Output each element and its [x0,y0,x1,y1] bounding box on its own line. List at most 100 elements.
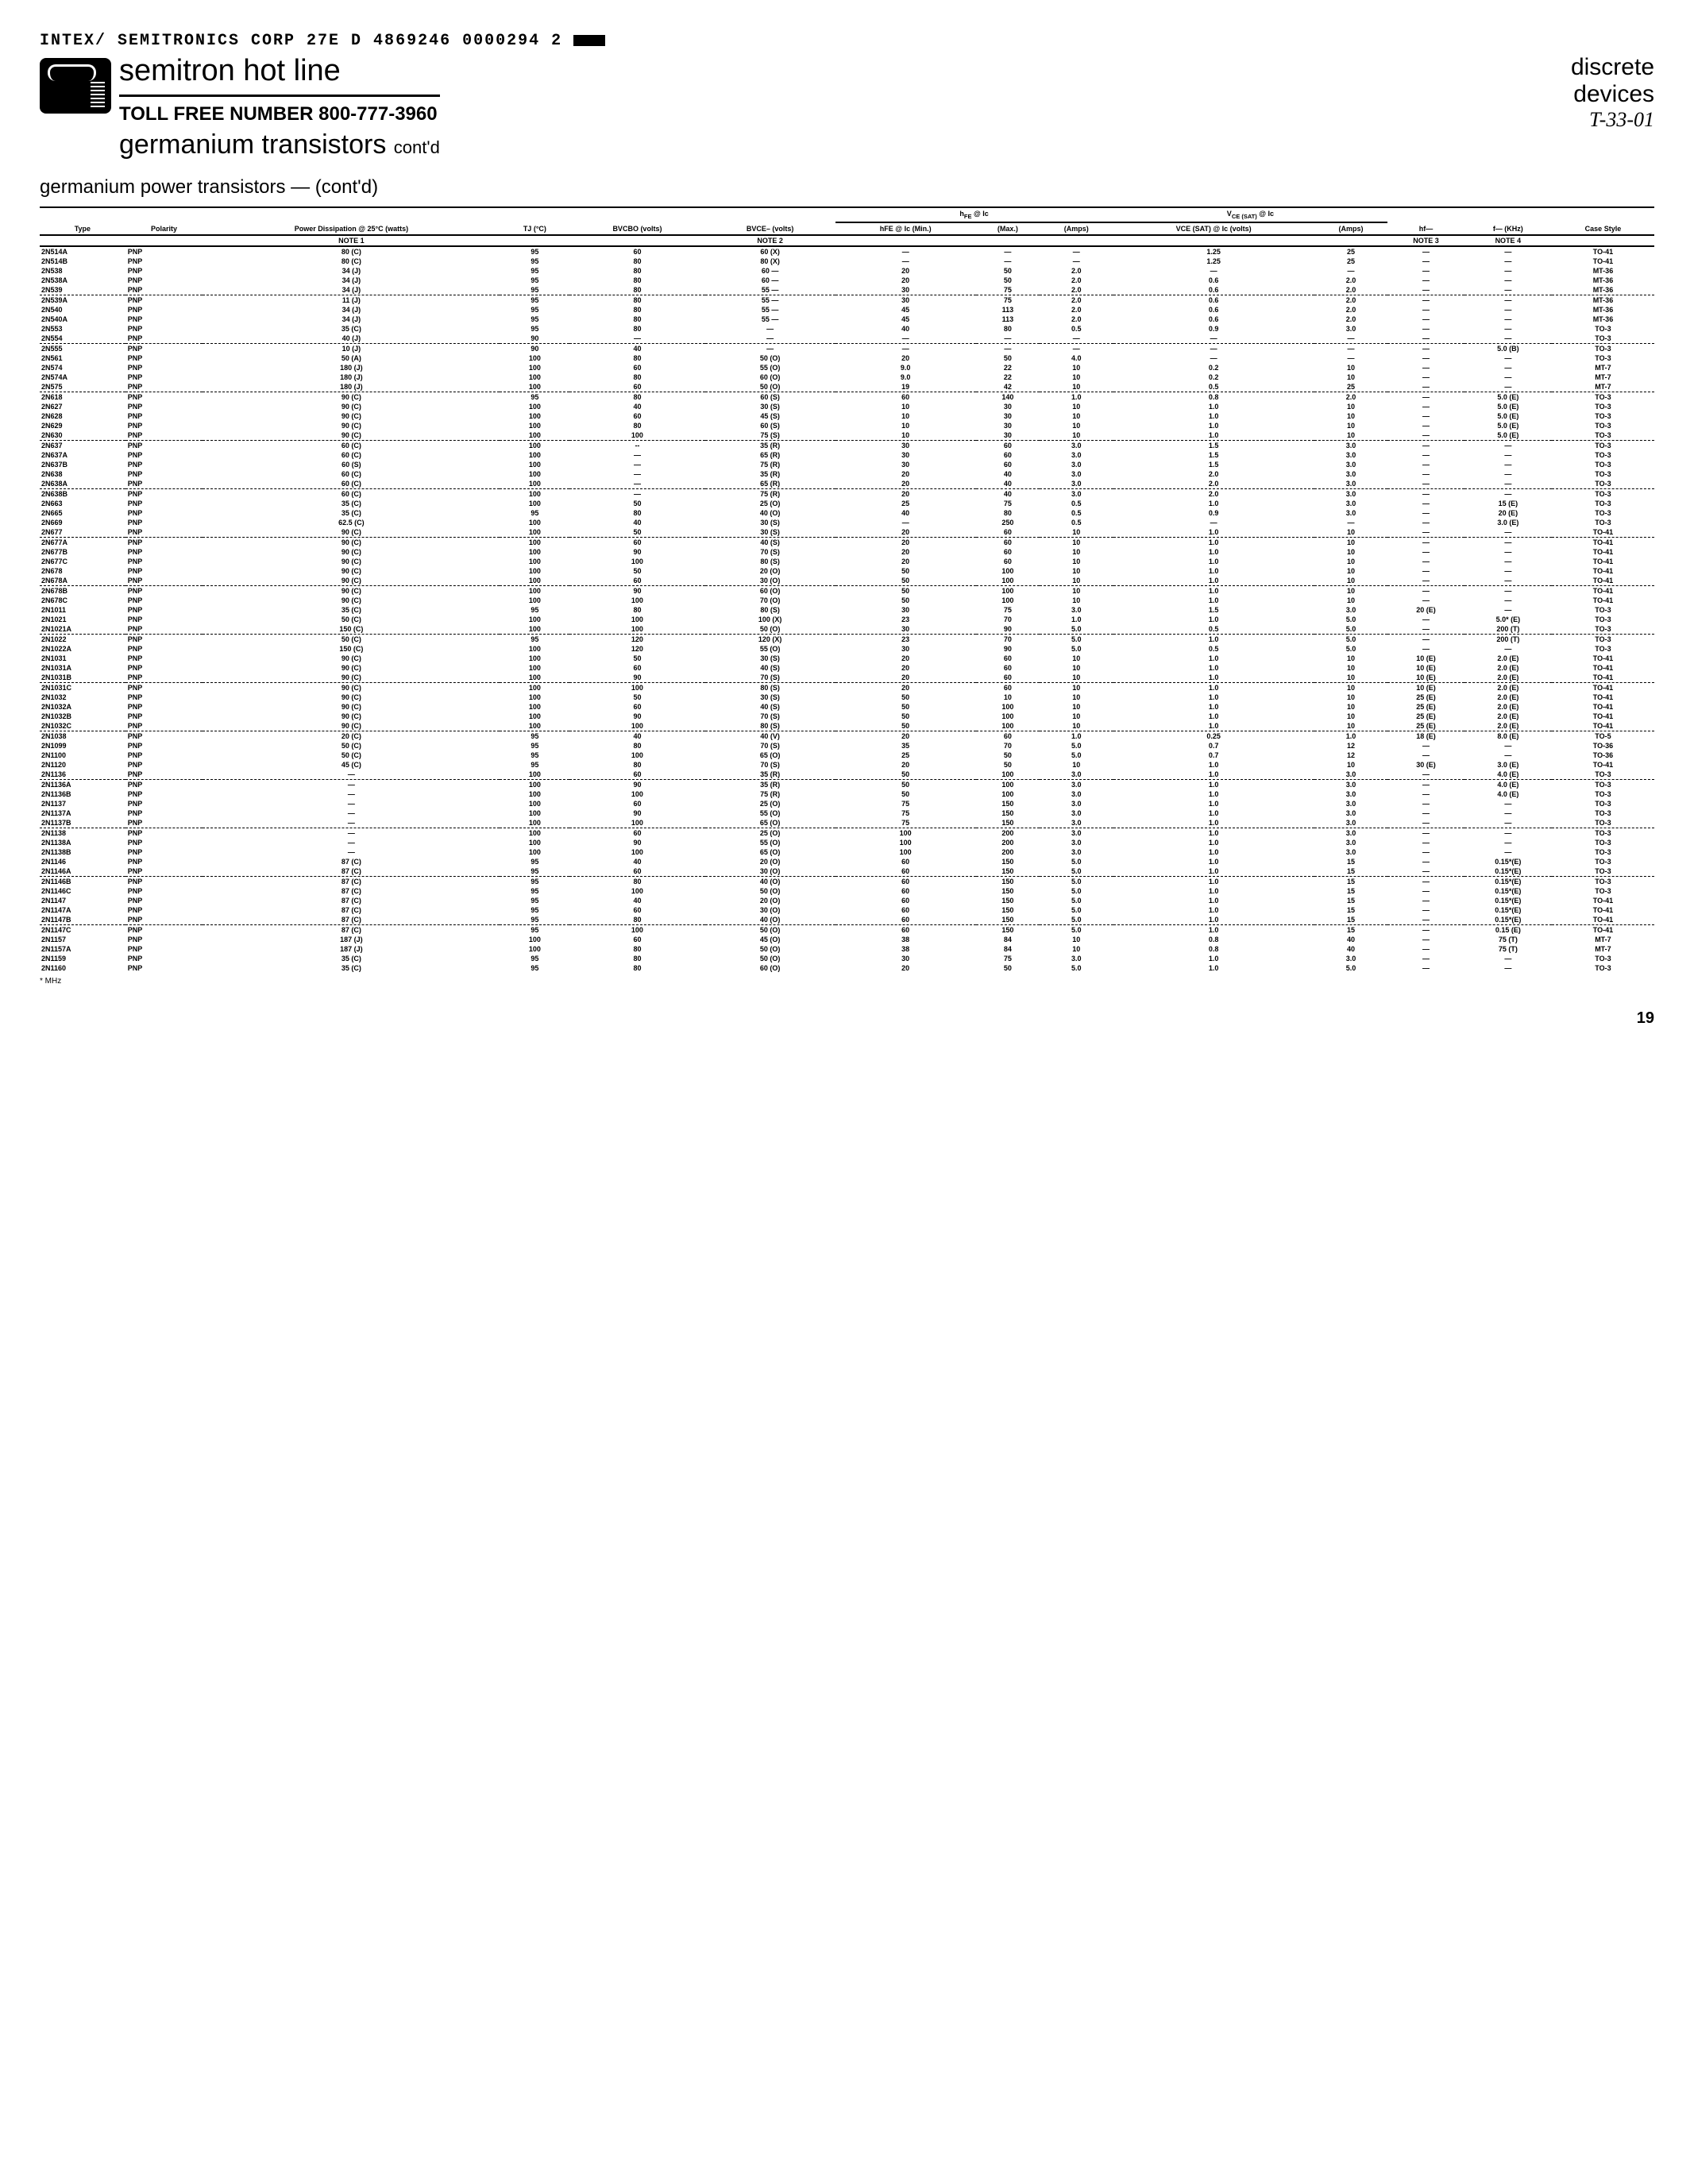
cell: 60 (S) [705,421,835,430]
cell: 87 (C) [203,857,500,866]
cell: 35 (R) [705,770,835,780]
cell: 5.0 (B) [1464,343,1552,353]
cell: — [1464,954,1552,963]
cell: 90 [569,779,704,789]
cell: 55 — [705,305,835,314]
cell: — [1387,818,1464,828]
cell: — [1387,392,1464,402]
cell: 100 [569,430,704,441]
cell: 55 (O) [705,838,835,847]
table-row: 2N1147CPNP87 (C)9510050 (O)601505.01.015… [40,924,1654,935]
cell: — [1387,246,1464,257]
cell: 80 [569,266,704,276]
cell: TO-3 [1552,876,1654,886]
cell: 10 (J) [203,343,500,353]
cell: 95 [500,751,569,760]
cell: 150 [976,886,1040,896]
cell: 10 [835,411,976,421]
cell: 10 [1314,566,1388,576]
cell: 90 (C) [203,576,500,586]
cell: 2N561 [40,353,125,363]
cell: 20 (C) [203,731,500,741]
cell: — [569,460,704,469]
table-row: 2N1146BPNP87 (C)958040 (O)601505.01.015—… [40,876,1654,886]
cell: TO-3 [1552,411,1654,421]
cell: 80 [569,915,704,925]
cell: 100 [569,818,704,828]
cell: TO-41 [1552,527,1654,538]
cell: 2N630 [40,430,125,441]
th-hfe-group: hFE @ Ic [835,207,1113,222]
cell: PNP [125,673,203,683]
cell: 2N628 [40,411,125,421]
cell: 2N669 [40,518,125,527]
cell: 60 [569,363,704,372]
cell: 20 (O) [705,857,835,866]
cell: 60 [835,876,976,886]
cell: TO-3 [1552,430,1654,441]
cell: 10 [1314,411,1388,421]
cell: PNP [125,634,203,644]
cell: 95 [500,285,569,295]
cell: TO-41 [1552,663,1654,673]
cell: 9.0 [835,372,976,382]
cell: 10 [1314,693,1388,702]
cell: 2N1160 [40,963,125,973]
cell: — [569,334,704,344]
cell: 90 (C) [203,421,500,430]
cell: 100 [500,576,569,586]
cell: 3.0 [1314,828,1388,838]
cell: 95 [500,266,569,276]
cell: 5.0 [1040,751,1113,760]
cell: 80 [569,760,704,770]
cell: 40 [1314,944,1388,954]
cell: — [1464,527,1552,538]
cell: 2.0 [1314,392,1388,402]
cell: 95 [500,876,569,886]
cell: — [705,324,835,334]
cell: PNP [125,363,203,372]
table-row: 2N628PNP90 (C)1006045 (S)1030101.010—5.0… [40,411,1654,421]
cell: TO-3 [1552,847,1654,857]
cell: 30 [835,285,976,295]
cell: 150 [976,905,1040,915]
cell: 200 [976,828,1040,838]
cell: 95 [500,508,569,518]
cell: 1.0 [1113,654,1314,663]
cell: 2.0 [1314,305,1388,314]
cell: 20 (O) [705,566,835,576]
cell: 30 [976,430,1040,441]
cell: TO-41 [1552,654,1654,663]
cell: PNP [125,615,203,624]
cell: 95 [500,866,569,877]
cell: — [705,334,835,344]
cell: 10 [1040,537,1113,547]
cell: 55 — [705,295,835,305]
cell: 100 [500,566,569,576]
cell: 90 (C) [203,547,500,557]
cell: — [1040,334,1113,344]
cell: 34 (J) [203,276,500,285]
cell: TO-3 [1552,644,1654,654]
cell: 2.0 [1314,314,1388,324]
cell: — [203,818,500,828]
cell: 95 [500,605,569,615]
cell: 2N538 [40,266,125,276]
cell: 10 [976,693,1040,702]
cell: 2N575 [40,382,125,392]
cell: — [1040,343,1113,353]
cell: 100 [569,847,704,857]
cell: 10 [1040,596,1113,605]
cell: 100 [500,789,569,799]
cell: 90 (C) [203,411,500,421]
cell: — [1464,276,1552,285]
cell: 0.15*(E) [1464,905,1552,915]
cell: 80 [569,944,704,954]
table-row: 2N1147BPNP87 (C)958040 (O)601505.01.015—… [40,915,1654,925]
cell: 1.0 [1113,547,1314,557]
table-row: 2N1136BPNP—10010075 (R)501003.01.03.0—4.… [40,789,1654,799]
table-row: 2N514BPNP80 (C)958080 (X)———1.2525——TO-4… [40,257,1654,266]
cell: — [1387,295,1464,305]
cell: — [1464,537,1552,547]
th-bvce: BVCE– (volts) [705,207,835,235]
